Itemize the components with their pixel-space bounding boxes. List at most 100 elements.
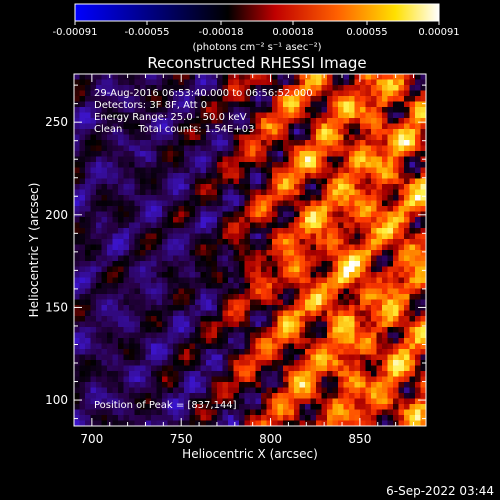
heatmap-cell <box>371 222 377 229</box>
heatmap-cell <box>101 167 108 174</box>
heatmap-cell <box>420 178 427 185</box>
heatmap-cell <box>112 233 119 240</box>
heatmap-cell <box>79 178 86 185</box>
heatmap-cell <box>74 206 80 212</box>
heatmap-cell <box>173 200 179 207</box>
heatmap-cell <box>272 255 278 262</box>
heatmap-cell <box>288 211 295 218</box>
heatmap-cell <box>349 167 355 174</box>
heatmap-cell <box>420 162 427 168</box>
heatmap-cell <box>233 261 240 267</box>
heatmap-cell <box>167 228 174 234</box>
heatmap-cell <box>140 343 146 350</box>
heatmap-cell <box>288 178 295 185</box>
heatmap-cell <box>305 200 311 207</box>
heatmap-cell <box>101 222 108 229</box>
heatmap-cell <box>167 123 174 130</box>
heatmap-cell <box>299 321 306 328</box>
heatmap-cell <box>134 178 141 185</box>
heatmap-cell <box>338 316 344 322</box>
heatmap-cell <box>250 140 256 146</box>
heatmap-cell <box>239 151 245 157</box>
heatmap-cell <box>365 327 372 333</box>
heatmap-cell <box>151 321 157 328</box>
heatmap-cell <box>371 134 377 141</box>
heatmap-cell <box>233 140 240 146</box>
heatmap-cell <box>107 167 113 174</box>
heatmap-cell <box>404 145 410 152</box>
heatmap-cell <box>74 151 80 157</box>
heatmap-cell <box>123 250 130 256</box>
heatmap-cell <box>409 332 416 339</box>
heatmap-cell <box>244 178 251 185</box>
heatmap-cell <box>96 85 102 91</box>
heatmap-cell <box>107 101 113 108</box>
heatmap-cell <box>272 217 278 223</box>
heatmap-cell <box>151 151 157 157</box>
heatmap-cell <box>376 140 383 146</box>
heatmap-cell <box>239 217 245 223</box>
heatmap-cell <box>404 288 410 295</box>
heatmap-cell <box>200 332 207 339</box>
heatmap-cell <box>118 112 124 119</box>
heatmap-cell <box>129 266 135 273</box>
heatmap-cell <box>327 173 333 179</box>
heatmap-cell <box>371 217 377 223</box>
heatmap-cell <box>228 167 234 174</box>
heatmap-cell <box>123 327 130 333</box>
heatmap-cell <box>288 376 295 383</box>
heatmap-cell <box>134 294 141 300</box>
heatmap-cell <box>393 244 399 251</box>
heatmap-cell <box>398 156 405 163</box>
heatmap-cell <box>371 112 377 119</box>
heatmap-cell <box>354 371 361 377</box>
heatmap-cell <box>398 272 405 278</box>
heatmap-cell <box>398 129 405 135</box>
heatmap-cell <box>129 365 135 372</box>
heatmap-cell <box>134 90 141 97</box>
heatmap-cell <box>349 129 355 135</box>
heatmap-cell <box>162 376 168 383</box>
heatmap-cell <box>140 123 146 130</box>
heatmap-cell <box>387 129 394 135</box>
heatmap-cell <box>393 255 399 262</box>
heatmap-cell <box>338 288 344 295</box>
heatmap-cell <box>184 233 190 240</box>
heatmap-cell <box>266 371 273 377</box>
heatmap-cell <box>299 305 306 311</box>
heatmap-cell <box>283 343 289 350</box>
heatmap-cell <box>255 305 262 311</box>
heatmap-cell <box>123 283 130 289</box>
heatmap-cell <box>338 162 344 168</box>
heatmap-cell <box>101 189 108 196</box>
heatmap-cell <box>387 299 394 306</box>
heatmap-cell <box>167 387 174 394</box>
heatmap-cell <box>261 189 267 196</box>
heatmap-cell <box>107 376 113 383</box>
heatmap-cell <box>200 85 207 91</box>
heatmap-cell <box>217 129 223 135</box>
heatmap-cell <box>228 283 234 289</box>
heatmap-cell <box>184 327 190 333</box>
heatmap-cell <box>134 129 141 135</box>
heatmap-cell <box>74 217 80 223</box>
heatmap-cell <box>228 261 234 267</box>
heatmap-cell <box>151 195 157 201</box>
heatmap-cell <box>90 288 97 295</box>
heatmap-cell <box>195 184 201 190</box>
heatmap-cell <box>156 382 163 388</box>
heatmap-cell <box>409 272 416 278</box>
heatmap-cell <box>217 85 223 91</box>
heatmap-cell <box>206 360 212 366</box>
heatmap-cell <box>398 283 405 289</box>
heatmap-cell <box>173 90 179 97</box>
heatmap-cell <box>338 371 344 377</box>
heatmap-cell <box>349 134 355 141</box>
heatmap-cell <box>118 393 124 399</box>
heatmap-cell <box>123 360 130 366</box>
heatmap-cell <box>167 360 174 366</box>
heatmap-cell <box>338 101 344 108</box>
heatmap-cell <box>74 118 80 124</box>
heatmap-cell <box>349 233 355 240</box>
heatmap-cell <box>250 244 256 251</box>
